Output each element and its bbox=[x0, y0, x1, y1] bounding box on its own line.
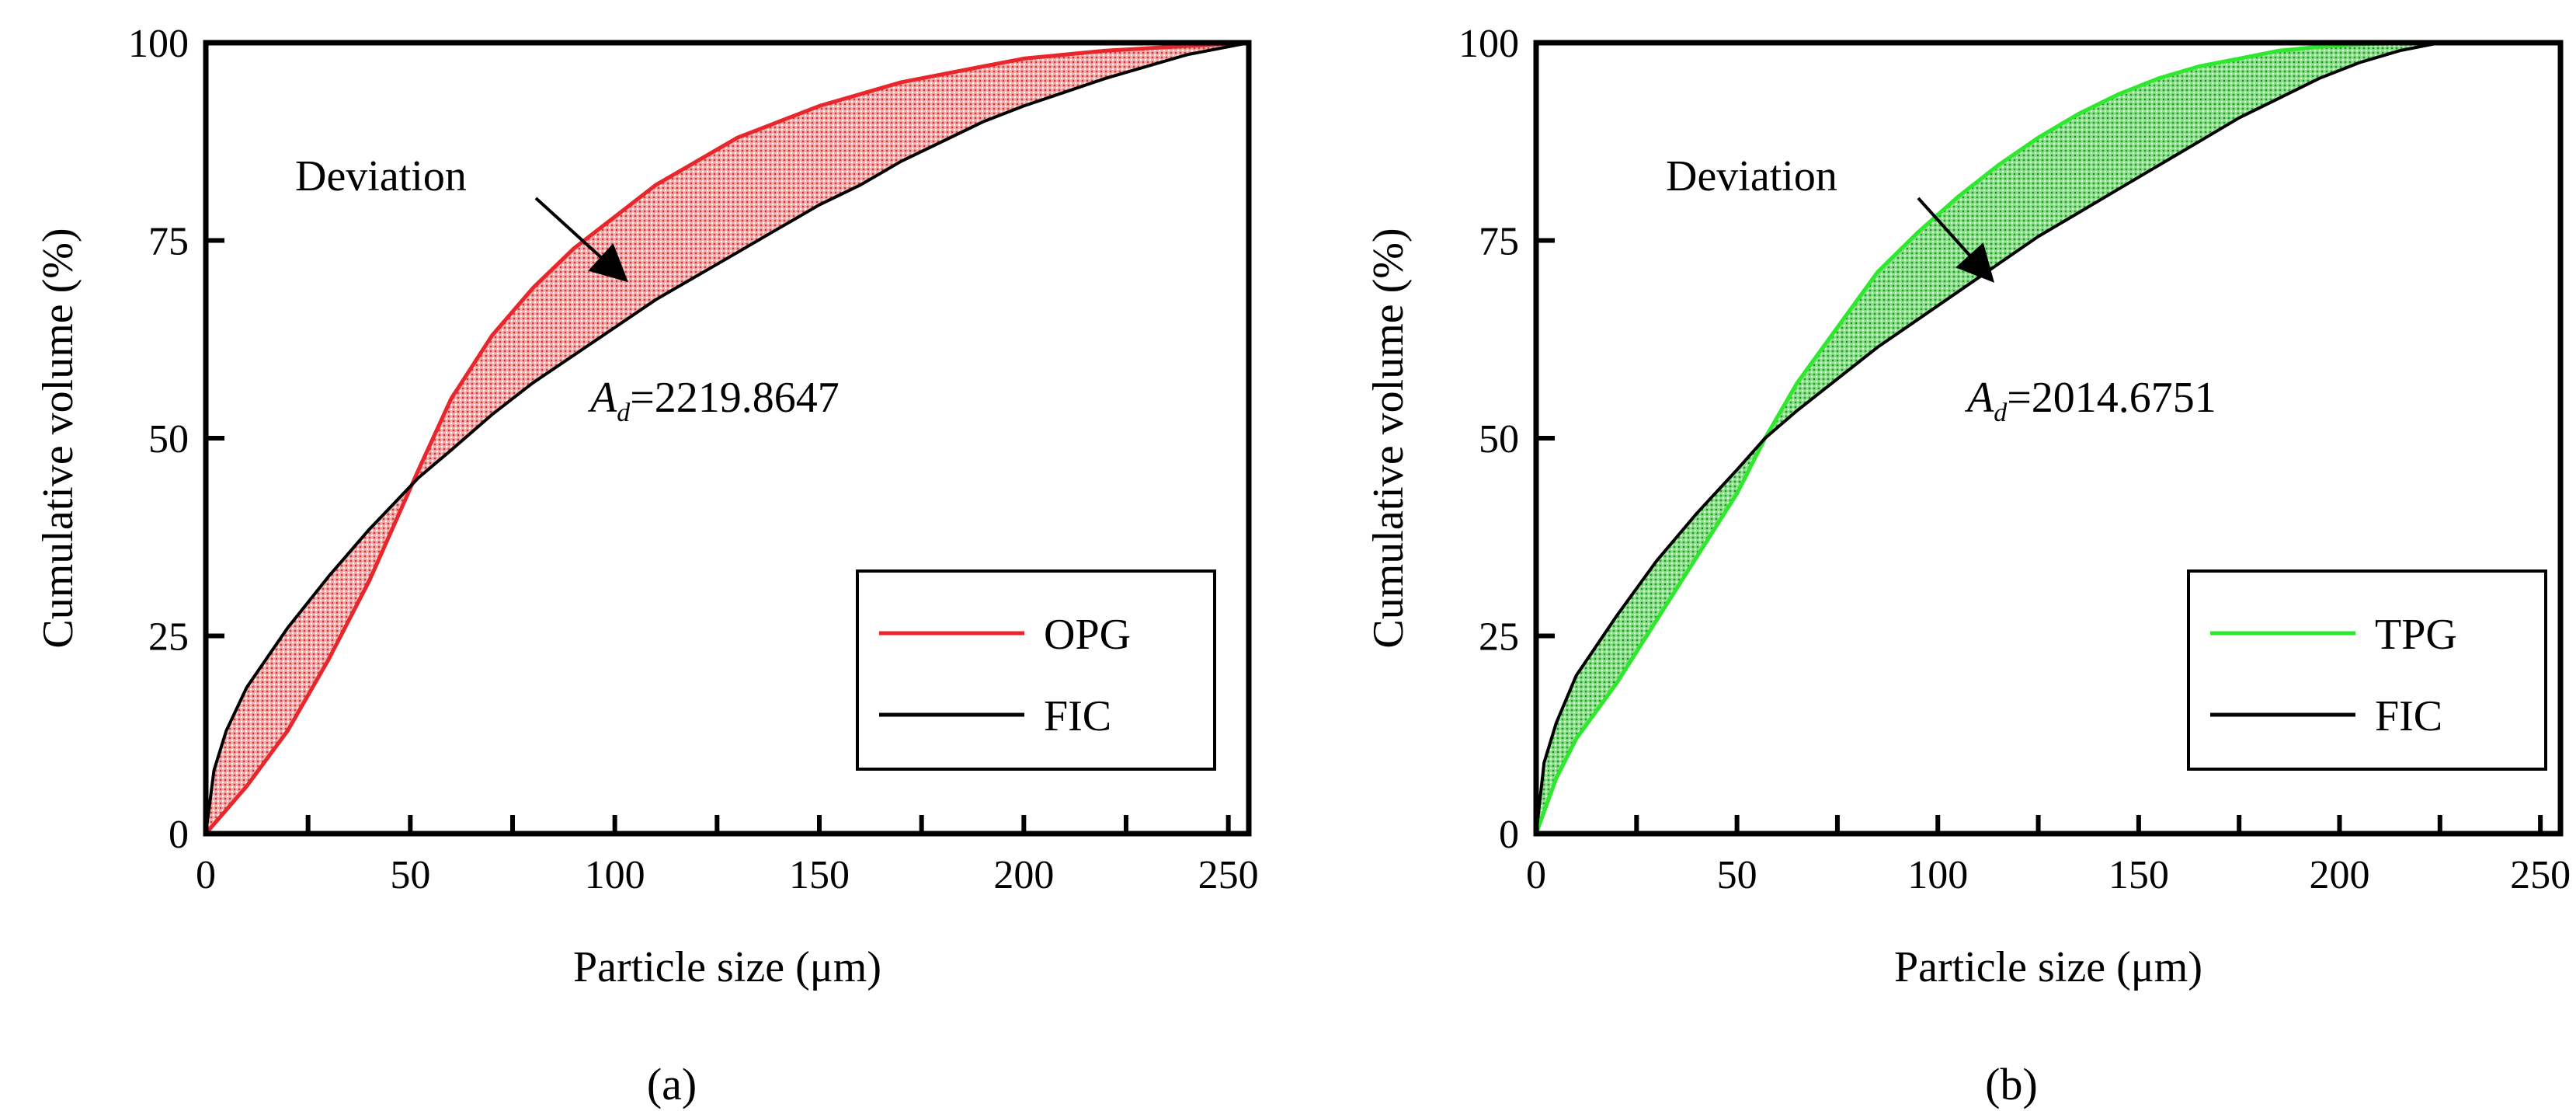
legend-b: TPG FIC bbox=[2187, 569, 2547, 771]
area-value-label-b: Ad=2014.6751 bbox=[1964, 374, 2216, 427]
chart-panel-a: 0 25 50 75 100 0 50 100 150 200 250 Particle size … bbox=[34, 22, 1259, 1109]
area-value-a: =2219.8647 bbox=[630, 374, 840, 422]
x-axis-label-b: Particle size (μm) bbox=[1894, 943, 2202, 991]
x-tick-label: 0 bbox=[196, 853, 216, 897]
deviation-fill bbox=[206, 43, 1249, 834]
x-tick-label: 200 bbox=[993, 853, 1054, 897]
deviation-area-b bbox=[1536, 43, 2560, 834]
x-tick-label: 50 bbox=[390, 853, 430, 897]
deviation-annotation-a: Deviation bbox=[295, 152, 467, 200]
axis-ticks-b: 0 25 50 75 100 0 50 100 150 200 250 bbox=[1458, 22, 2571, 897]
y-tick-label: 100 bbox=[128, 22, 189, 66]
area-symbol-b: A bbox=[1964, 374, 1994, 422]
deviation-annotation-b: Deviation bbox=[1666, 152, 1837, 200]
y-tick-label: 100 bbox=[1458, 22, 1519, 66]
y-tick-label: 75 bbox=[148, 220, 189, 264]
legend-label-fic-b: FIC bbox=[2375, 692, 2442, 740]
deviation-arrow-a bbox=[534, 197, 628, 283]
area-symbol-a: A bbox=[587, 374, 617, 422]
area-value-label-a: Ad=2219.8647 bbox=[587, 374, 840, 427]
y-tick-label: 0 bbox=[169, 813, 189, 857]
axis-ticks-a: 0 25 50 75 100 0 50 100 150 200 250 bbox=[128, 22, 1259, 897]
deviation-arrow-b bbox=[1917, 197, 1995, 283]
x-axis-label-a: Particle size (μm) bbox=[573, 943, 881, 991]
legend-label-opg: OPG bbox=[1044, 611, 1131, 659]
y-tick-label: 50 bbox=[1479, 417, 1519, 461]
x-tick-label: 100 bbox=[1907, 853, 1968, 897]
deviation-fill bbox=[1536, 43, 2560, 834]
legend-label-fic-a: FIC bbox=[1044, 692, 1111, 740]
y-tick-label: 75 bbox=[1479, 220, 1519, 264]
deviation-area-a bbox=[206, 43, 1249, 834]
series-line-fic bbox=[204, 41, 1250, 834]
x-tick-label: 250 bbox=[2510, 853, 2571, 897]
legend-a: OPG FIC bbox=[856, 569, 1216, 771]
x-tick-label: 100 bbox=[585, 853, 645, 897]
series-lines-a bbox=[204, 40, 1250, 835]
x-tick-label: 0 bbox=[1526, 853, 1546, 897]
legend-box-a bbox=[856, 569, 1216, 771]
area-value-b: =2014.6751 bbox=[2007, 374, 2216, 422]
x-tick-label: 150 bbox=[2108, 853, 2169, 897]
series-line-opg bbox=[204, 40, 1250, 835]
area-subscript-b: d bbox=[1994, 399, 2008, 427]
y-tick-label: 25 bbox=[148, 615, 189, 660]
x-tick-label: 200 bbox=[2310, 853, 2370, 897]
panel-label-b: (b) bbox=[1985, 1059, 2038, 1109]
x-tick-label: 150 bbox=[789, 853, 850, 897]
y-tick-label: 25 bbox=[1479, 615, 1519, 660]
area-subscript-a: d bbox=[617, 399, 631, 427]
y-tick-label: 50 bbox=[148, 417, 189, 461]
x-tick-label: 250 bbox=[1198, 853, 1259, 897]
y-axis-label-a: Cumulative volume (%) bbox=[34, 228, 82, 648]
legend-label-tpg: TPG bbox=[2375, 611, 2457, 659]
chart-panel-b: 0 25 50 75 100 0 50 100 150 200 250 Particle size … bbox=[1364, 22, 2571, 1109]
x-tick-label: 50 bbox=[1717, 853, 1757, 897]
panel-label-a: (a) bbox=[647, 1059, 697, 1109]
y-axis-label-b: Cumulative volume (%) bbox=[1364, 228, 1413, 648]
legend-box-b bbox=[2187, 569, 2547, 771]
y-tick-label: 0 bbox=[1499, 813, 1519, 857]
